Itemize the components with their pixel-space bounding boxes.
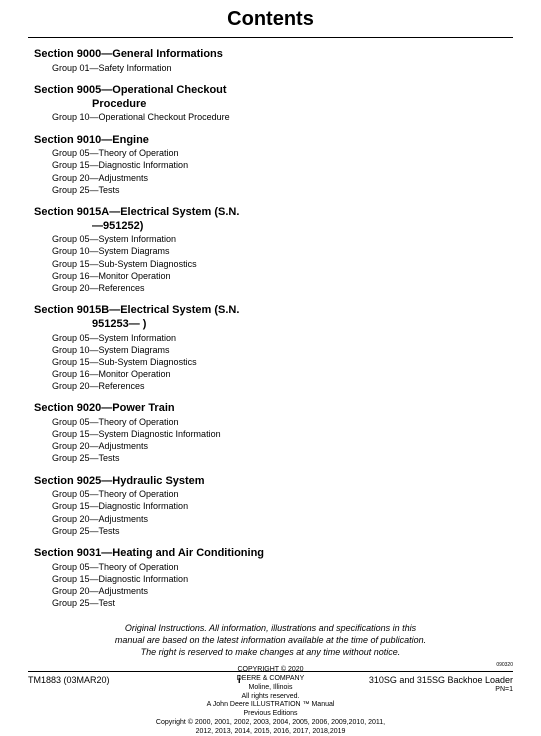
toc-section: Section 9025—Hydraulic SystemGroup 05—Th… [28, 475, 513, 537]
disclaimer: Original Instructions. All information, … [28, 623, 513, 658]
doc-code: 090320 [496, 662, 513, 668]
disclaimer-line: Original Instructions. All information, … [68, 623, 473, 635]
section-heading: Section 9010—Engine [28, 134, 513, 148]
section-heading: Section 9000—General Informations [28, 48, 513, 62]
copyright-line: 2012, 2013, 2014, 2015, 2016, 2017, 2018… [28, 728, 513, 736]
toc-section: Section 9015A—Electrical System (S.N. —95… [28, 206, 513, 294]
section-heading-line2: —951252) [34, 220, 513, 234]
group-line: Group 25—Test [28, 597, 513, 609]
group-line: Group 20—Adjustments [28, 585, 513, 597]
group-line: Group 10—System Diagrams [28, 344, 513, 356]
group-line: Group 10—System Diagrams [28, 245, 513, 257]
group-line: Group 15—Sub-System Diagnostics [28, 258, 513, 270]
group-line: Group 15—Diagnostic Information [28, 500, 513, 512]
page: Contents Section 9000—General Informatio… [0, 0, 541, 736]
section-heading: Section 9015A—Electrical System (S.N. —95… [28, 206, 513, 234]
group-line: Group 15—Diagnostic Information [28, 573, 513, 585]
group-line: Group 05—Theory of Operation [28, 147, 513, 159]
section-heading-line2: 951253— ) [34, 318, 513, 332]
group-line: Group 20—Adjustments [28, 172, 513, 184]
section-heading: Section 9015B—Electrical System (S.N. 951… [28, 304, 513, 332]
toc-section: Section 9005—Operational Checkout Procedu… [28, 84, 513, 124]
group-line: Group 16—Monitor Operation [28, 270, 513, 282]
group-line: Group 20—References [28, 282, 513, 294]
footer: TM1883 (03MAR20) i 310SG and 315SG Backh… [28, 671, 513, 694]
group-line: Group 05—Theory of Operation [28, 488, 513, 500]
group-line: Group 20—References [28, 380, 513, 392]
sections-container: Section 9000—General Informations Group 0… [28, 48, 513, 609]
page-title: Contents [28, 8, 513, 31]
footer-model: 310SG and 315SG Backhoe Loader [369, 675, 513, 686]
group-line: Group 25—Tests [28, 452, 513, 464]
disclaimer-line: manual are based on the latest informati… [68, 635, 473, 647]
group-line: Group 25—Tests [28, 525, 513, 537]
footer-page-number: i [238, 675, 241, 686]
toc-section: Section 9000—General Informations Group 0… [28, 48, 513, 74]
group-line: Group 05—System Information [28, 233, 513, 245]
footer-pn: PN=1 [369, 686, 513, 694]
group-line: Group 05—Theory of Operation [28, 561, 513, 573]
group-line: Group 25—Tests [28, 184, 513, 196]
footer-left: TM1883 (03MAR20) [28, 675, 110, 685]
section-heading-line1: Section 9031—Heating and Air Conditionin… [34, 547, 264, 559]
toc-section: Section 9010—EngineGroup 05—Theory of Op… [28, 134, 513, 196]
group-line: Group 20—Adjustments [28, 513, 513, 525]
group-line: Group 15—Sub-System Diagnostics [28, 356, 513, 368]
toc-section: Section 9031—Heating and Air Conditionin… [28, 547, 513, 609]
title-rule [28, 37, 513, 38]
section-heading-line1: Section 9015A—Electrical System (S.N. [34, 206, 239, 218]
section-heading-line1: Section 9015B—Electrical System (S.N. [34, 304, 239, 316]
section-heading: Section 9005—Operational Checkout Procedu… [28, 84, 513, 112]
section-heading-line1: Section 9020—Power Train [34, 402, 175, 414]
disclaimer-line: The right is reserved to make changes at… [68, 647, 473, 659]
section-heading: Section 9020—Power Train [28, 402, 513, 416]
group-line: Group 15—Diagnostic Information [28, 159, 513, 171]
group-line: Group 15—System Diagnostic Information [28, 428, 513, 440]
section-heading: Section 9031—Heating and Air Conditionin… [28, 547, 513, 561]
group-line: Group 20—Adjustments [28, 440, 513, 452]
section-heading: Section 9025—Hydraulic System [28, 475, 513, 489]
group-line: Group 10—Operational Checkout Procedure [28, 111, 513, 123]
copyright-line: Copyright © 2000, 2001, 2002, 2003, 2004… [28, 719, 513, 728]
copyright-line: A John Deere ILLUSTRATION ™ Manual [28, 701, 513, 710]
toc-section: Section 9020—Power Train Group 05—Theory … [28, 402, 513, 464]
group-line: Group 01—Safety Information [28, 62, 513, 74]
section-heading-line2: Procedure [34, 98, 513, 112]
section-heading-line1: Section 9005—Operational Checkout [34, 84, 227, 96]
group-line: Group 16—Monitor Operation [28, 368, 513, 380]
group-line: Group 05—Theory of Operation [28, 416, 513, 428]
group-line: Group 05—System Information [28, 332, 513, 344]
footer-right: 310SG and 315SG Backhoe Loader PN=1 [369, 675, 513, 694]
section-heading-line1: Section 9000—General Informations [34, 48, 223, 60]
toc-section: Section 9015B—Electrical System (S.N. 951… [28, 304, 513, 392]
section-heading-line1: Section 9010—Engine [34, 134, 149, 146]
section-heading-line1: Section 9025—Hydraulic System [34, 475, 205, 487]
copyright-line: Previous Editions [28, 710, 513, 719]
